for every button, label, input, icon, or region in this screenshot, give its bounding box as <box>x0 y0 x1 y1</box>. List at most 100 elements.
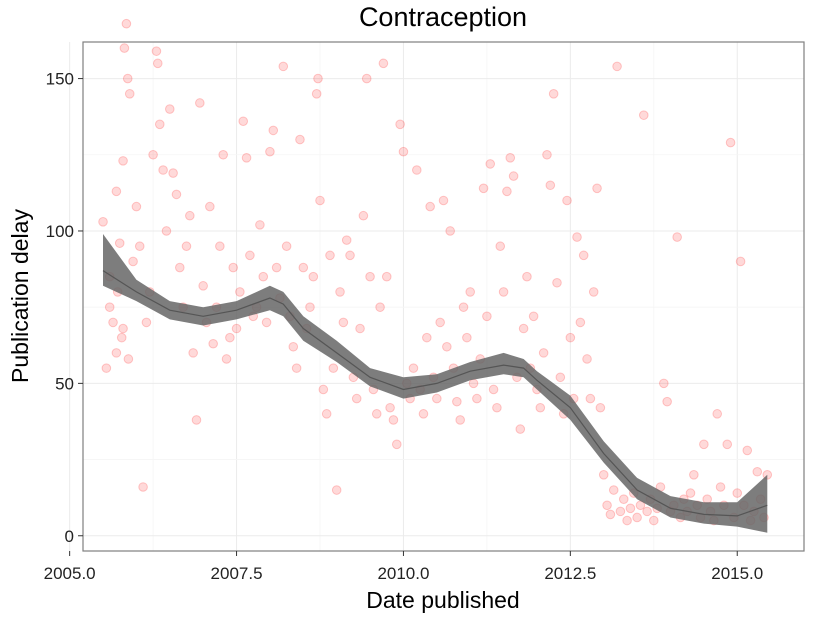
data-point <box>101 363 112 373</box>
data-point <box>208 338 218 349</box>
x-tick-label: 2005.0 <box>44 564 96 583</box>
data-point <box>605 509 616 520</box>
data-point <box>485 159 496 169</box>
data-point <box>311 89 322 99</box>
data-point <box>164 104 175 114</box>
data-point <box>488 384 499 395</box>
data-point <box>188 348 198 358</box>
data-point <box>515 424 526 434</box>
data-point <box>572 232 582 242</box>
data-point <box>345 250 355 261</box>
data-point <box>361 73 372 84</box>
data-point <box>482 311 492 322</box>
data-point <box>548 89 559 99</box>
data-point <box>478 183 489 194</box>
data-point <box>315 195 325 206</box>
y-tick-label: 50 <box>55 374 74 393</box>
data-point <box>472 393 482 404</box>
data-point <box>588 287 599 297</box>
data-point <box>308 271 319 282</box>
data-point <box>452 396 462 407</box>
data-point <box>338 317 349 328</box>
data-point <box>104 302 115 312</box>
data-point <box>618 494 629 504</box>
data-point <box>442 341 452 352</box>
data-point <box>465 287 476 297</box>
data-point <box>411 165 422 175</box>
x-tick-label: 2010.0 <box>377 564 429 583</box>
data-point <box>121 18 132 29</box>
data-point <box>422 332 432 343</box>
data-point <box>278 61 289 72</box>
data-point <box>168 168 178 178</box>
data-point <box>341 235 352 245</box>
data-point <box>116 332 127 343</box>
x-tick-label: 2015.0 <box>711 564 763 583</box>
data-point <box>325 250 335 261</box>
data-point <box>612 61 622 72</box>
data-point <box>398 146 409 157</box>
data-point <box>318 384 329 395</box>
smooth-band <box>102 234 768 533</box>
data-point <box>378 58 389 69</box>
data-point <box>198 281 208 291</box>
data-point <box>134 241 145 252</box>
data-point <box>141 317 152 328</box>
data-point <box>462 332 472 343</box>
data-point <box>395 119 405 130</box>
data-point <box>128 256 138 267</box>
data-point <box>712 409 723 419</box>
data-point <box>391 439 402 450</box>
data-point <box>298 262 309 273</box>
data-point <box>699 439 709 450</box>
data-point <box>98 217 108 227</box>
data-point <box>578 250 589 261</box>
smooth-line <box>102 270 768 517</box>
data-point <box>365 271 375 282</box>
x-tick-label: 2007.5 <box>211 564 263 583</box>
data-point <box>638 110 649 120</box>
data-point <box>131 201 142 212</box>
data-point <box>468 378 479 389</box>
data-point <box>335 287 345 297</box>
data-point <box>542 149 552 160</box>
data-point <box>538 348 549 358</box>
data-point <box>161 226 172 236</box>
data-point <box>231 323 242 334</box>
data-point <box>118 323 128 334</box>
data-point <box>138 482 148 492</box>
data-point <box>602 500 612 511</box>
data-point <box>258 271 269 282</box>
data-point <box>305 302 315 312</box>
data-point <box>154 119 165 130</box>
data-point <box>225 332 235 343</box>
data-point <box>271 262 282 273</box>
data-point <box>195 98 205 108</box>
data-point <box>171 189 182 200</box>
data-point <box>492 402 502 413</box>
x-tick-label: 2012.5 <box>544 564 596 583</box>
data-point <box>522 271 532 282</box>
data-point <box>111 186 122 197</box>
data-point <box>358 210 369 221</box>
data-point <box>261 317 272 328</box>
data-point <box>498 287 509 297</box>
data-point <box>659 378 669 389</box>
data-point <box>191 415 202 425</box>
data-point <box>111 348 122 358</box>
data-point <box>313 73 323 84</box>
data-point <box>582 354 592 364</box>
data-point <box>535 402 546 413</box>
data-point <box>185 210 195 221</box>
data-point <box>114 238 125 248</box>
data-point <box>648 515 659 526</box>
data-point <box>672 232 682 242</box>
y-tick-label: 100 <box>46 222 74 241</box>
data-point <box>288 341 299 352</box>
data-point <box>331 485 342 495</box>
data-point <box>432 393 442 404</box>
data-point <box>381 271 392 282</box>
data-point <box>205 201 215 212</box>
data-point <box>408 363 419 373</box>
